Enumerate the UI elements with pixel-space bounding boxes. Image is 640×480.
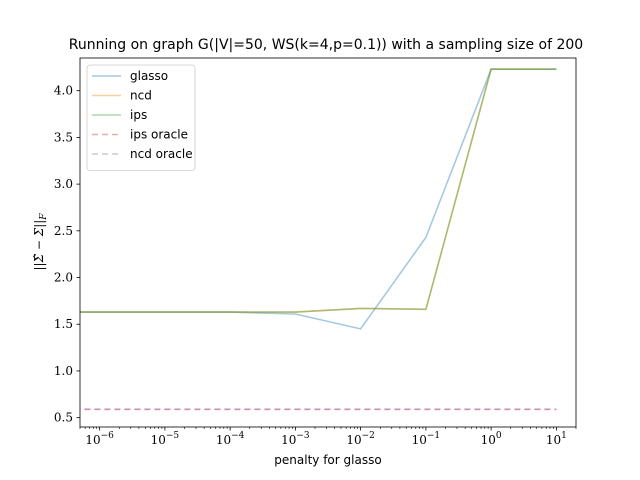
legend-box [86, 64, 196, 171]
x-tick-label: 10−3 [281, 431, 310, 447]
y-tick-label: 3.0 [54, 177, 73, 191]
series-line-glasso [80, 68, 557, 330]
legend-label: ncd oracle [130, 147, 193, 161]
plot-frame [79, 57, 577, 428]
x-tick-label: 10−6 [85, 431, 114, 447]
legend: glasso ncd ips ips oracle ncd oracle [86, 64, 196, 171]
legend-label: glasso [130, 69, 168, 83]
y-tick-label: 4.0 [54, 84, 73, 98]
legend-label: ncd [130, 89, 152, 103]
series-line-ncd [80, 68, 557, 313]
x-tick-label: 10−4 [216, 431, 245, 447]
x-axis: 10−6 10−5 10−4 10−3 10−2 10−1 100 101 [79, 427, 577, 447]
x-tick-label: 10−1 [412, 431, 441, 447]
x-tick-label: 100 [481, 431, 502, 447]
x-axis-label: penalty for glasso [274, 453, 381, 467]
y-tick-label: 2.0 [54, 271, 73, 285]
legend-label: ips oracle [130, 128, 188, 142]
y-tick-label: 1.0 [54, 364, 73, 378]
chart-title: Running on graph G(|V|=50, WS(k=4,p=0.1)… [69, 37, 583, 53]
y-axis-label: ||Σ̂ − Σ||F [32, 213, 49, 271]
legend-label: ips [130, 108, 147, 122]
y-tick-label: 2.5 [54, 224, 73, 238]
series-line-ips [80, 68, 557, 313]
svg-text:||Σ̂ − Σ||F: ||Σ̂ − Σ||F [32, 213, 49, 271]
x-tick-label: 10−2 [346, 431, 375, 447]
series-layer [80, 68, 557, 411]
y-tick-label: 3.5 [54, 130, 73, 144]
y-axis: 0.5 1.0 1.5 2.0 2.5 3.0 3.5 4.0 [54, 84, 80, 425]
x-tick-label: 10−5 [151, 431, 180, 447]
y-tick-label: 1.5 [54, 317, 73, 331]
y-tick-label: 0.5 [54, 411, 73, 425]
x-tick-label: 101 [546, 431, 567, 447]
